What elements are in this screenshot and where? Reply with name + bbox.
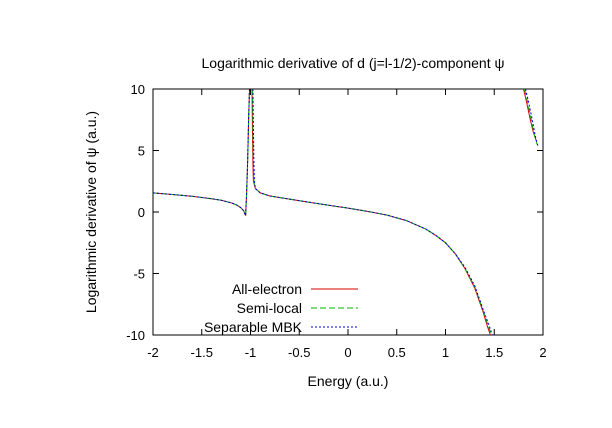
legend-label: Semi-local (237, 300, 302, 316)
x-tick-label: 0 (344, 345, 351, 360)
series-line-2 (252, 88, 493, 336)
x-tick-label: 1.5 (485, 345, 503, 360)
x-tick-label: 1 (442, 345, 449, 360)
series-line-1 (524, 88, 538, 145)
chart-title: Logarithmic derivative of d (j=l-1/2)-co… (202, 55, 505, 71)
x-tick-label: -1 (245, 345, 257, 360)
legend-label: Separable MBK (204, 319, 303, 335)
x-tick-label: -2 (147, 345, 159, 360)
x-tick-label: -0.5 (288, 345, 310, 360)
x-axis-label: Energy (a.u.) (308, 373, 389, 389)
y-tick-label: 0 (138, 205, 145, 220)
y-tick-label: -5 (133, 267, 145, 282)
series-line-2 (525, 88, 539, 147)
x-tick-label: 2 (539, 345, 546, 360)
plot-frame (152, 88, 544, 336)
legend-label: All-electron (232, 281, 302, 297)
series-line-0 (152, 88, 250, 216)
plot-lines (152, 88, 539, 336)
y-axis-label: Logarithmic derivative of ψ (a.u.) (83, 111, 99, 313)
y-tick-label: 5 (138, 144, 145, 159)
x-tick-label: -1.5 (191, 345, 213, 360)
y-tick-label: -10 (126, 328, 145, 343)
y-tick-label: 10 (131, 82, 145, 97)
axis-ticks: -2 -1.5 -1 -0.5 0 0.5 1 1.5 2 10 5 0 -5 -10 (126, 82, 546, 360)
series-line-1 (251, 88, 492, 336)
series-line-1 (152, 88, 250, 216)
legend: All-electron Semi-local Separable MBK (204, 281, 358, 335)
series-line-2 (152, 88, 250, 216)
x-tick-label: 0.5 (388, 345, 406, 360)
